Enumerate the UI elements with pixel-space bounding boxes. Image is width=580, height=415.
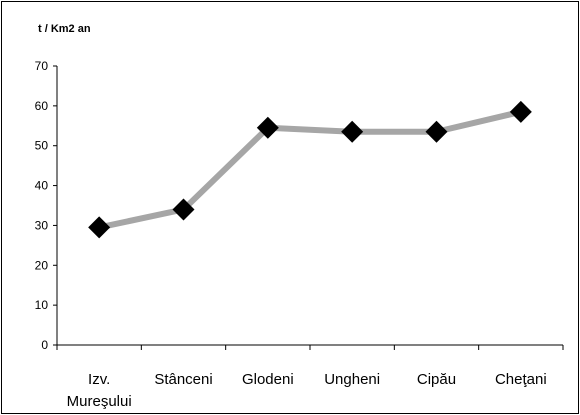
plot-area: 0 10 20 30 40 50 60 70 Izv. Mureşului Stânceni Glod…	[35, 59, 564, 410]
data-point-marker	[425, 120, 448, 143]
x-category-label: Cipău	[417, 371, 456, 388]
y-axis-unit-label: t / Km2 an	[38, 23, 91, 35]
y-tick-label: 70	[35, 59, 49, 73]
x-category-label: Izv. Mureşului	[67, 371, 132, 410]
data-point-marker	[509, 100, 532, 123]
x-category-label: Stânceni	[154, 371, 212, 388]
y-tick-label: 20	[35, 258, 49, 272]
data-point-marker	[172, 198, 195, 221]
y-tick-label: 40	[35, 179, 49, 193]
x-category-label-line: Cheţani	[495, 371, 547, 388]
y-tick-label: 0	[41, 338, 48, 352]
data-point-marker	[256, 116, 279, 139]
y-tick-label: 50	[35, 139, 49, 153]
data-point-marker	[88, 216, 111, 239]
x-category-label: Cheţani	[495, 371, 547, 388]
y-tick-label: 60	[35, 99, 49, 113]
series-line	[96, 108, 524, 231]
x-category-label-line: Mureşului	[67, 393, 132, 410]
x-category-label: Glodeni	[242, 371, 294, 388]
x-category-label-line: Glodeni	[242, 371, 294, 388]
y-tick-label: 30	[35, 218, 49, 232]
x-category-label-line: Cipău	[417, 371, 456, 388]
x-category-label-line: Ungheni	[324, 371, 380, 388]
x-category-label-line: Stânceni	[154, 371, 212, 388]
x-category-label-line: Izv.	[88, 371, 110, 388]
y-tick-label: 10	[35, 298, 49, 312]
data-point-marker	[341, 120, 364, 143]
x-category-label: Ungheni	[324, 371, 380, 388]
